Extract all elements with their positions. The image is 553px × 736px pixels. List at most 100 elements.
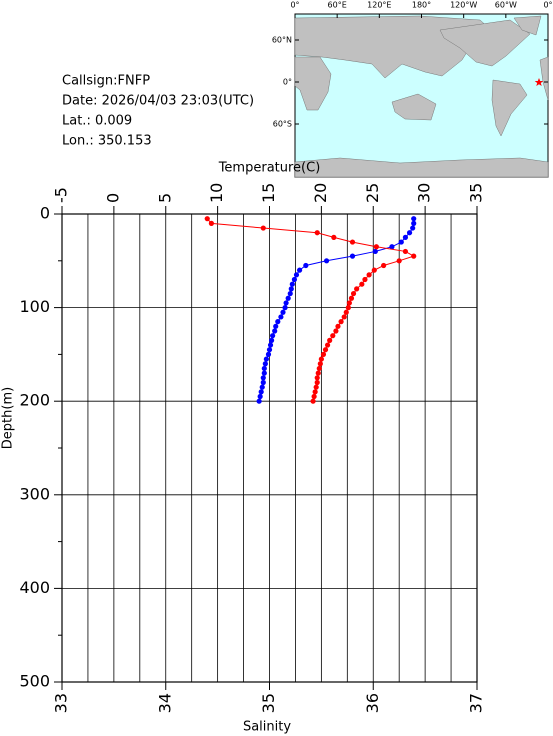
- profile-point: [327, 337, 333, 343]
- profile-point: [349, 239, 356, 245]
- profile-point: [318, 356, 324, 362]
- plot-frame: [61, 213, 478, 683]
- station-marker: [534, 78, 544, 86]
- profile-point: [275, 319, 281, 325]
- map-lon-label: 0°: [543, 1, 552, 10]
- profile-point: [268, 337, 275, 343]
- profile-point: [260, 379, 266, 386]
- map-lon-label: 120°E: [367, 1, 391, 10]
- profile-point: [389, 244, 395, 250]
- y-tick-label: 500: [19, 672, 50, 691]
- profile-point: [354, 286, 360, 292]
- profile-point: [261, 370, 267, 376]
- map-lat-label: 60°N: [272, 36, 292, 45]
- map-lat-label: 0°: [283, 78, 292, 87]
- profile-point: [411, 216, 417, 222]
- profile-line: [206, 218, 415, 402]
- profile-point: [314, 230, 320, 236]
- profile-point: [296, 267, 303, 273]
- map-lon-label: 60°W: [495, 1, 517, 10]
- x-axis-title: Salinity: [243, 720, 291, 735]
- profile-point: [267, 342, 274, 348]
- profile-point: [257, 393, 263, 400]
- profile-point: [303, 262, 309, 269]
- station-info: Lat.: 0.009: [62, 114, 132, 129]
- y-axis-title: Depth(m): [1, 387, 16, 449]
- profile-point: [258, 389, 264, 395]
- profile-point: [283, 300, 289, 306]
- profile-point: [315, 370, 321, 376]
- profile-point: [345, 305, 351, 311]
- profile-point: [314, 379, 320, 386]
- x2-tick-label: 10: [207, 183, 226, 203]
- profile-point: [402, 248, 409, 255]
- profile-point: [333, 328, 339, 334]
- x2-tick-label: 0: [103, 193, 122, 203]
- profile-point: [343, 309, 349, 315]
- profile-point: [411, 253, 417, 259]
- profile-point: [366, 272, 372, 278]
- x2-tick-label: 15: [259, 183, 278, 203]
- profile-point: [398, 239, 404, 245]
- profile-point: [330, 333, 336, 339]
- x2-tick-label: 35: [467, 183, 486, 203]
- profile-point: [311, 393, 317, 400]
- map-lon-label: 60°E: [328, 1, 347, 10]
- profile-point: [261, 365, 267, 372]
- profile-point: [373, 244, 379, 250]
- x-tick-label: 33: [52, 693, 71, 713]
- y-tick-label: 200: [19, 391, 50, 410]
- profile-point: [362, 276, 368, 283]
- profile-point: [280, 309, 286, 315]
- profile-point: [312, 389, 318, 395]
- profile-point: [260, 225, 266, 231]
- profile-point: [406, 230, 413, 236]
- y-tick-label: 0: [40, 204, 50, 223]
- profile-point: [314, 375, 320, 381]
- profile-point: [372, 248, 378, 255]
- profile-point: [359, 281, 365, 287]
- x2-tick-label: 25: [363, 183, 382, 203]
- profile-point: [317, 361, 323, 367]
- profile-point: [348, 295, 355, 301]
- profile-point: [204, 216, 210, 222]
- profile-point: [282, 305, 288, 311]
- x-tick-label: 36: [363, 693, 382, 713]
- profile-point: [288, 286, 294, 292]
- profile-point: [323, 258, 330, 264]
- profile-point: [259, 384, 265, 390]
- x-tick-label: 34: [155, 693, 174, 713]
- profile-point: [396, 258, 402, 264]
- profile-point: [285, 295, 291, 301]
- y-tick-label: 300: [19, 484, 50, 503]
- profile-point: [316, 365, 322, 372]
- profile-point: [411, 220, 417, 226]
- profile-point: [349, 253, 356, 259]
- profile-point: [335, 323, 341, 329]
- profile-point: [273, 323, 279, 329]
- x2-tick-label: 30: [415, 183, 434, 203]
- profile-point: [265, 351, 272, 357]
- map-lon-label: 180°: [412, 1, 431, 10]
- profile-point: [289, 281, 295, 287]
- profile-point: [320, 351, 327, 357]
- profile-point: [272, 328, 278, 334]
- profile-point: [270, 333, 276, 339]
- profile-point: [381, 262, 387, 269]
- profile-point: [266, 347, 273, 353]
- map-lon-label: 120°W: [450, 1, 477, 10]
- profile-point: [293, 272, 300, 278]
- profile-point: [331, 234, 337, 240]
- profile-point: [410, 225, 416, 231]
- profile-point: [350, 290, 357, 297]
- x-tick-label: 37: [467, 693, 486, 713]
- profile-point: [402, 234, 409, 240]
- x-tick-label: 35: [259, 693, 278, 713]
- map-lon-label: 0°: [290, 1, 299, 10]
- profile-point: [262, 361, 268, 367]
- profile-point: [287, 290, 293, 297]
- profile-point: [322, 347, 329, 353]
- profile-point: [341, 314, 347, 320]
- profile-point: [325, 342, 331, 348]
